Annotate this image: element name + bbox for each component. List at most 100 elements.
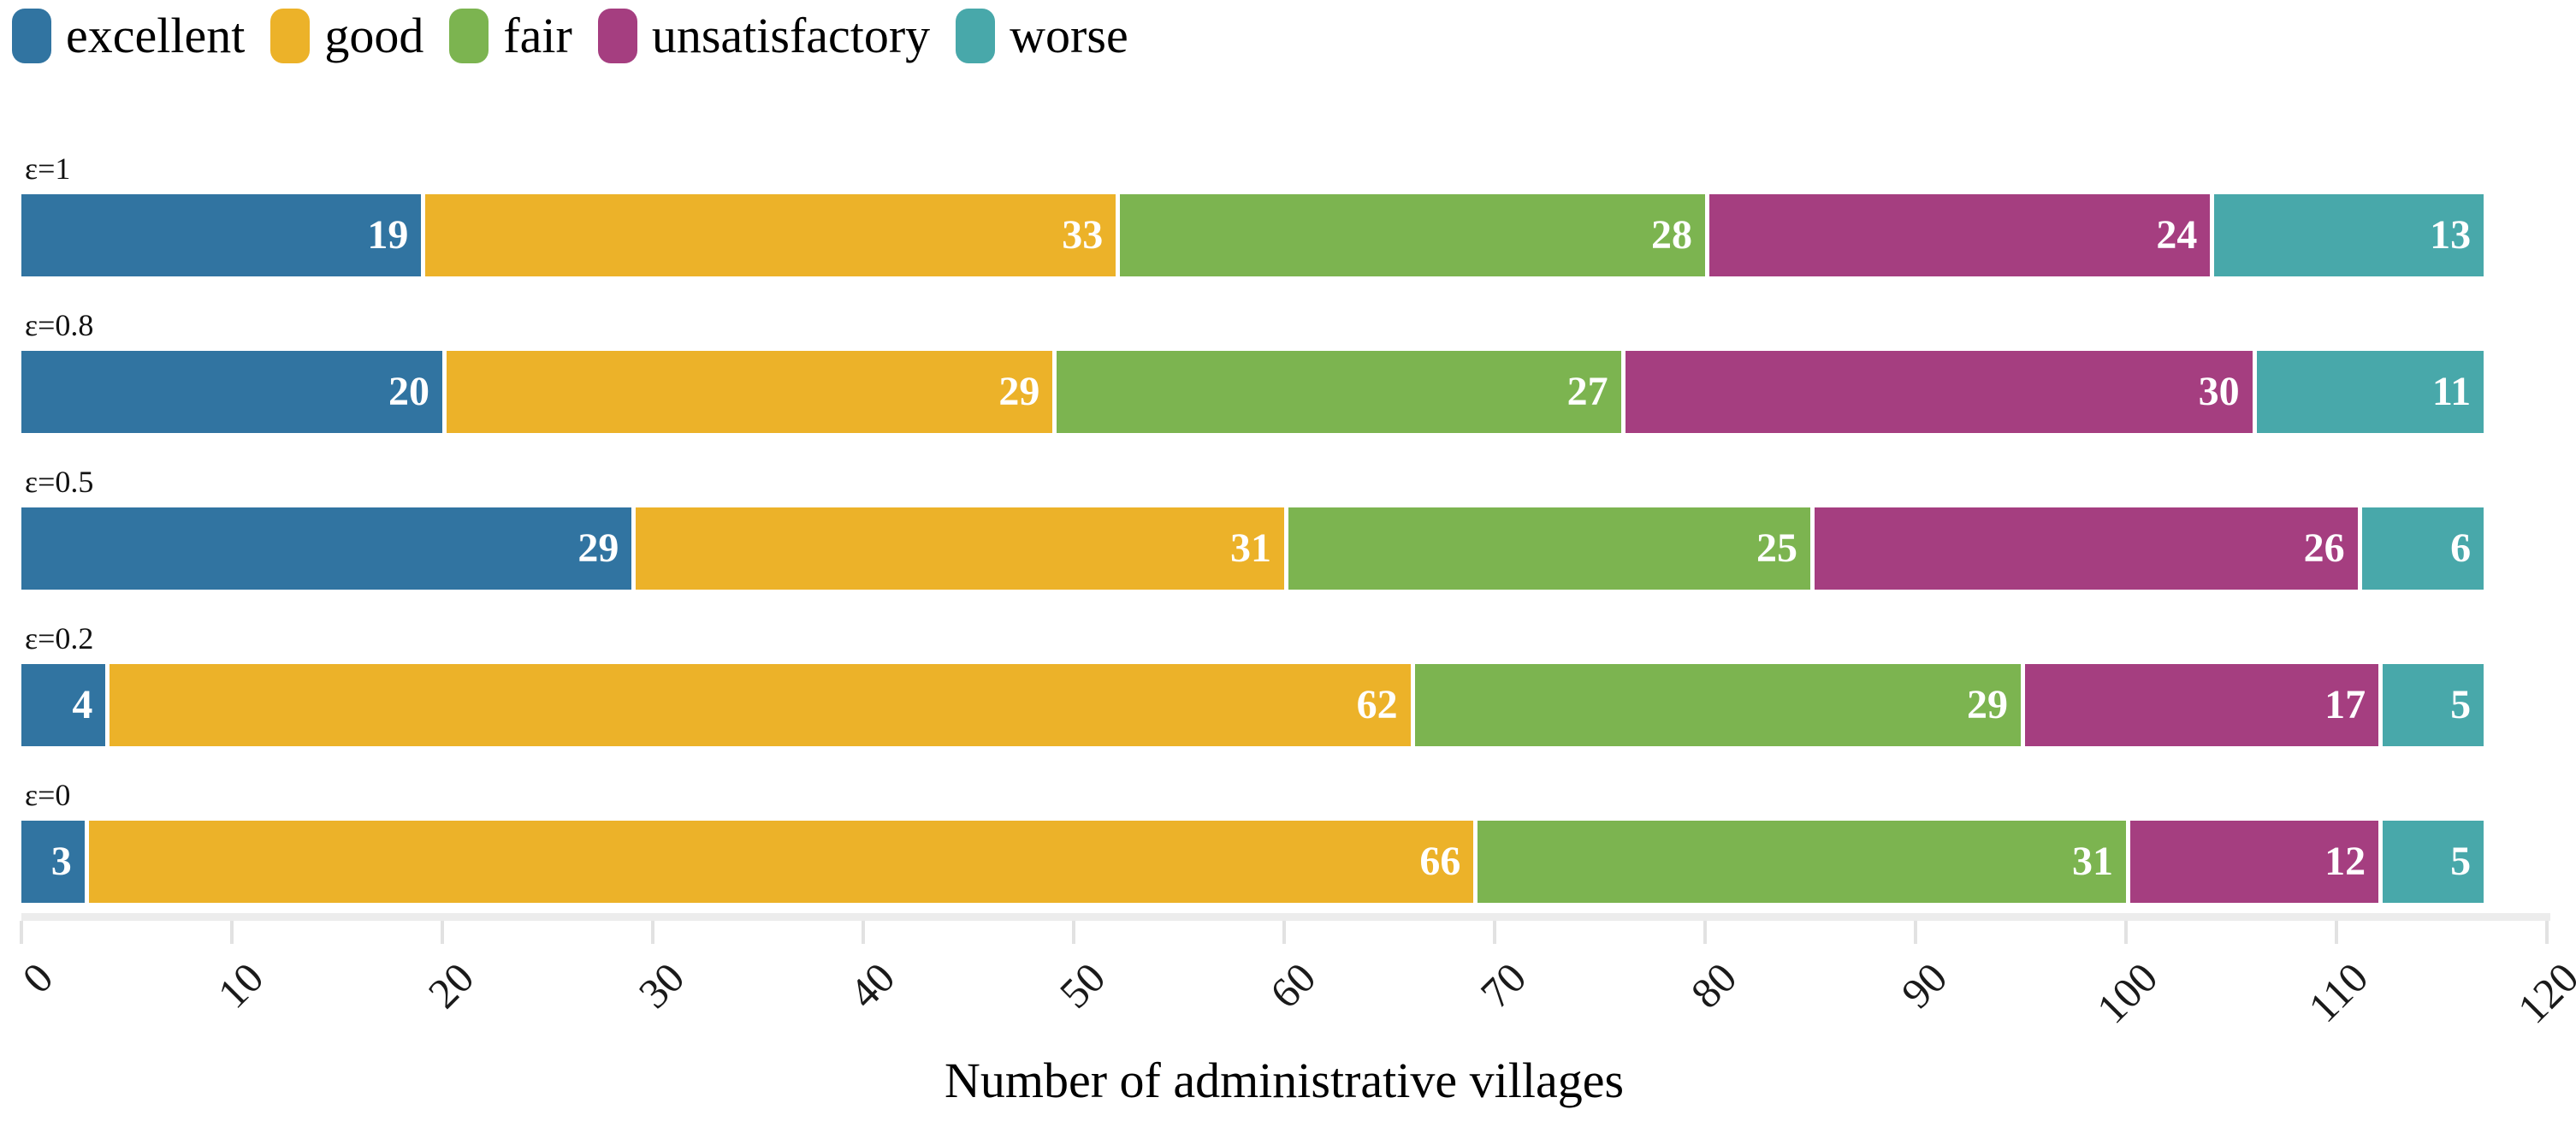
bar-segment-good: 62 [105, 664, 1411, 746]
bar-row: ε=0.8 20 29 27 30 11 [21, 298, 2547, 454]
legend-label: fair [503, 8, 572, 63]
x-tick-label: 120 [2508, 952, 2576, 1033]
segment-value: 6 [2450, 525, 2472, 571]
stacked-bar: 3 66 31 12 5 [21, 821, 2484, 903]
bar-segment-unsatisfactory: 17 [2020, 664, 2379, 746]
legend-item-unsatisfactory: unsatisfactory [597, 8, 931, 63]
segment-value: 17 [2324, 682, 2366, 727]
bar-segment-unsatisfactory: 12 [2125, 821, 2379, 903]
segment-value: 30 [2198, 369, 2240, 414]
x-tick [1703, 921, 1707, 944]
bar-segment-fair: 29 [1410, 664, 2021, 746]
segment-value: 24 [2156, 212, 2198, 258]
segment-value: 31 [2071, 839, 2113, 884]
x-tick [441, 921, 444, 944]
x-tick [651, 921, 654, 944]
bar-row: ε=1 19 33 28 24 13 [21, 141, 2547, 298]
segment-value: 66 [1419, 839, 1461, 884]
x-tick-label: 70 [1471, 952, 1536, 1017]
segment-value: 5 [2450, 839, 2472, 884]
x-tick-label: 10 [208, 952, 273, 1017]
bar-segment-excellent: 4 [21, 664, 106, 746]
legend-label: good [324, 8, 424, 63]
x-tick-label: 90 [1892, 952, 1957, 1017]
bar-segment-unsatisfactory: 24 [1704, 194, 2211, 276]
bar-row: ε=0.5 29 31 25 26 6 [21, 454, 2547, 611]
legend-swatch-excellent [12, 9, 51, 63]
x-tick [1493, 921, 1496, 944]
bar-row: ε=0 3 66 31 12 5 [21, 768, 2547, 924]
x-tick [1282, 921, 1286, 944]
x-tick [1914, 921, 1917, 944]
bar-segment-unsatisfactory: 30 [1620, 351, 2253, 433]
x-tick [2335, 921, 2338, 944]
segment-value: 12 [2324, 839, 2366, 884]
x-tick [230, 921, 234, 944]
x-tick-label: 110 [2299, 952, 2378, 1032]
x-tick-label: 80 [1681, 952, 1746, 1017]
legend-swatch-good [270, 9, 311, 63]
bar-segment-worse: 5 [2378, 664, 2484, 746]
bar-segment-worse: 13 [2210, 194, 2484, 276]
legend-swatch-unsatisfactory [597, 9, 637, 63]
bar-segment-worse: 6 [2357, 507, 2484, 590]
bar-segment-good: 66 [84, 821, 1474, 903]
segment-value: 11 [2431, 369, 2472, 414]
bar-segment-excellent: 20 [21, 351, 442, 433]
legend-label: worse [1010, 8, 1128, 63]
x-axis-title: Number of administrative villages [944, 1053, 1625, 1108]
x-tick [2124, 921, 2128, 944]
bar-segment-fair: 28 [1116, 194, 1705, 276]
legend-item-excellent: excellent [12, 9, 245, 63]
bar-row: ε=0.2 4 62 29 17 5 [21, 611, 2547, 768]
row-label: ε=0.2 [25, 621, 94, 656]
segment-value: 5 [2450, 682, 2472, 727]
segment-value: 4 [72, 682, 93, 727]
segment-value: 19 [367, 212, 409, 258]
segment-value: 28 [1650, 212, 1692, 258]
legend-swatch-worse [956, 9, 996, 63]
segment-value: 29 [577, 525, 619, 571]
segment-value: 3 [50, 839, 72, 884]
bar-segment-good: 31 [631, 507, 1284, 590]
bar-segment-worse: 11 [2252, 351, 2484, 433]
x-tick-label: 40 [839, 952, 904, 1017]
legend-item-good: good [270, 9, 423, 63]
x-tick-label: 100 [2087, 952, 2167, 1033]
segment-value: 13 [2430, 212, 2472, 258]
stacked-bar: 4 62 29 17 5 [21, 664, 2484, 746]
bar-segment-good: 33 [421, 194, 1116, 276]
segment-value: 29 [998, 369, 1040, 414]
bar-segment-fair: 31 [1473, 821, 2126, 903]
stacked-bar: 29 31 25 26 6 [21, 507, 2484, 590]
row-label: ε=0 [25, 778, 71, 812]
plot-area: ε=1 19 33 28 24 13 ε=0.8 20 29 27 30 11 ε=0.5 29 31 25 2… [21, 141, 2547, 911]
x-tick-label: 30 [629, 952, 694, 1017]
bar-segment-good: 29 [442, 351, 1053, 433]
stacked-bar: 20 29 27 30 11 [21, 351, 2484, 433]
x-tick [20, 921, 23, 944]
x-tick-label: 50 [1050, 952, 1115, 1017]
legend: excellent good fair unsatisfactory worse [12, 9, 1154, 63]
row-label: ε=0.8 [25, 308, 94, 342]
segment-value: 27 [1566, 369, 1608, 414]
bar-segment-fair: 27 [1052, 351, 1621, 433]
legend-item-fair: fair [449, 9, 572, 63]
stacked-bar: 19 33 28 24 13 [21, 194, 2484, 276]
legend-label: excellent [66, 8, 246, 63]
bar-segment-excellent: 19 [21, 194, 422, 276]
x-tick [862, 921, 865, 944]
bar-segment-unsatisfactory: 26 [1809, 507, 2358, 590]
segment-value: 33 [1062, 212, 1104, 258]
bar-segment-excellent: 3 [21, 821, 85, 903]
bar-segment-worse: 5 [2378, 821, 2484, 903]
x-tick [2545, 921, 2549, 944]
legend-label: unsatisfactory [651, 8, 931, 63]
segment-value: 29 [1966, 682, 2008, 727]
segment-value: 62 [1356, 682, 1398, 727]
segment-value: 25 [1756, 525, 1797, 571]
x-tick-label: 0 [13, 952, 62, 1003]
row-label: ε=1 [25, 151, 71, 186]
x-tick-label: 20 [418, 952, 483, 1017]
